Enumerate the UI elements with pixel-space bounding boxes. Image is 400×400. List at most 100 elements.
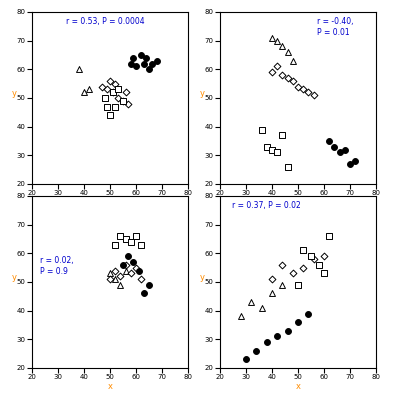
Point: [117, 233, 124, 239]
Text: r = -0.40,
P = 0.01: r = -0.40, P = 0.01: [317, 17, 353, 36]
Point: [238, 313, 244, 320]
Point: [248, 299, 254, 305]
Point: [279, 43, 286, 50]
Point: [336, 149, 343, 156]
Point: [269, 290, 275, 297]
Point: [279, 262, 286, 268]
Y-axis label: y: y: [200, 89, 204, 98]
X-axis label: x: x: [108, 198, 112, 207]
Point: [305, 310, 312, 317]
Point: [331, 144, 338, 150]
Point: [295, 282, 301, 288]
Point: [109, 89, 116, 96]
Point: [128, 270, 134, 277]
Point: [122, 89, 129, 96]
Point: [117, 282, 124, 288]
Point: [102, 95, 108, 101]
Point: [295, 319, 301, 325]
Y-axis label: y: y: [200, 273, 204, 282]
Point: [148, 60, 155, 67]
Point: [107, 276, 113, 282]
Point: [128, 239, 134, 245]
Text: r = 0.37, P = 0.02: r = 0.37, P = 0.02: [232, 201, 301, 210]
Point: [141, 290, 147, 297]
Point: [269, 146, 275, 153]
Point: [128, 60, 134, 67]
Point: [135, 267, 142, 274]
Point: [290, 78, 296, 84]
Point: [279, 132, 286, 138]
Point: [112, 80, 118, 87]
Point: [347, 161, 353, 167]
Point: [86, 86, 92, 92]
Point: [112, 103, 118, 110]
X-axis label: x: x: [108, 382, 112, 391]
Point: [310, 256, 317, 262]
Point: [352, 158, 358, 164]
Point: [284, 49, 291, 55]
Point: [120, 98, 126, 104]
Point: [154, 58, 160, 64]
Point: [279, 282, 286, 288]
Point: [117, 273, 124, 280]
Y-axis label: y: y: [12, 89, 16, 98]
Point: [258, 305, 265, 311]
Point: [130, 259, 137, 265]
Text: r = 0.02,
P = 0.9: r = 0.02, P = 0.9: [40, 256, 74, 276]
Point: [326, 233, 332, 239]
Legend: Subject 1, Subject 2, Subject 3, Subject 4: Subject 1, Subject 2, Subject 3, Subject…: [253, 232, 343, 253]
Point: [120, 98, 126, 104]
Point: [138, 52, 144, 58]
Point: [120, 262, 126, 268]
Point: [122, 236, 129, 242]
Point: [326, 138, 332, 144]
Point: [81, 89, 87, 96]
Point: [104, 86, 110, 92]
Point: [133, 233, 139, 239]
Point: [321, 253, 327, 259]
X-axis label: x: x: [296, 382, 300, 391]
Point: [316, 262, 322, 268]
Point: [300, 247, 306, 254]
Point: [290, 58, 296, 64]
Point: [133, 264, 139, 271]
Point: [107, 78, 113, 84]
Point: [115, 95, 121, 101]
Point: [107, 112, 113, 118]
Point: [284, 164, 291, 170]
Point: [138, 276, 144, 282]
Point: [143, 55, 150, 61]
Point: [295, 83, 301, 90]
Legend: Subject 1, Subject 2, Subject 3, Subject 4: Subject 1, Subject 2, Subject 3, Subject…: [65, 232, 155, 253]
Point: [125, 253, 132, 259]
Point: [115, 86, 121, 92]
Point: [112, 276, 118, 282]
X-axis label: x: x: [296, 198, 300, 207]
Point: [269, 34, 275, 41]
Point: [321, 270, 327, 277]
Point: [133, 63, 139, 70]
Point: [300, 86, 306, 92]
Point: [274, 333, 280, 340]
Point: [264, 144, 270, 150]
Point: [76, 66, 82, 72]
Point: [305, 89, 312, 96]
Point: [269, 69, 275, 75]
Point: [342, 146, 348, 153]
Point: [274, 63, 280, 70]
Point: [125, 100, 132, 107]
Point: [107, 270, 113, 277]
Point: [112, 242, 118, 248]
Point: [274, 38, 280, 44]
Point: [141, 60, 147, 67]
Point: [274, 149, 280, 156]
Y-axis label: y: y: [12, 273, 16, 282]
Point: [310, 92, 317, 98]
Point: [146, 282, 152, 288]
Point: [284, 328, 291, 334]
Point: [122, 267, 129, 274]
Point: [138, 242, 144, 248]
Point: [109, 89, 116, 96]
Point: [253, 348, 260, 354]
Point: [308, 253, 314, 259]
